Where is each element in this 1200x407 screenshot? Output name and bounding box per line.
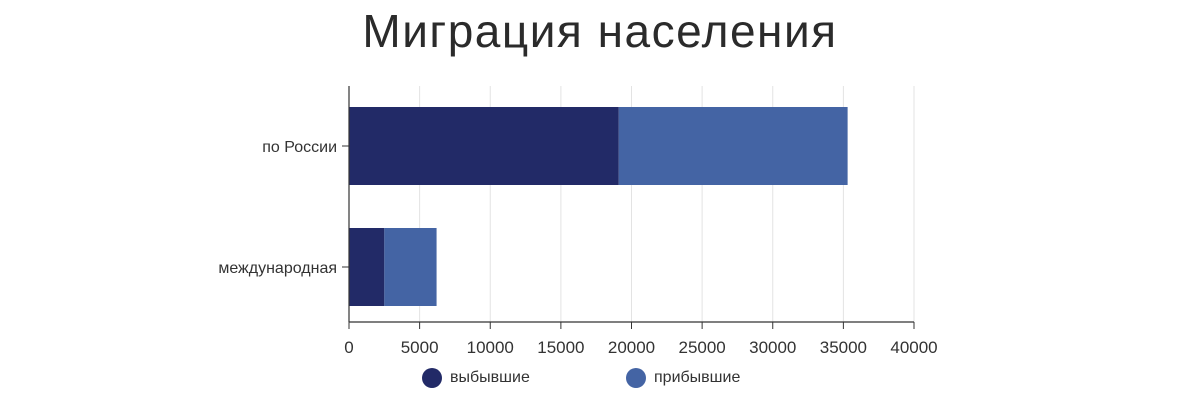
bar-departed [349,107,619,185]
x-tick-label: 35000 [820,338,867,357]
x-tick-label: 30000 [749,338,796,357]
x-tick-label: 15000 [537,338,584,357]
x-tick-label: 10000 [467,338,514,357]
x-tick-label: 0 [344,338,353,357]
legend-swatch-arrived [626,368,646,388]
x-tick-label: 40000 [890,338,937,357]
legend-swatch-departed [422,368,442,388]
axis-labels: 0 5000 10000 15000 20000 25000 30000 35000 40000… [218,139,937,357]
legend-label-arrived: прибывшие [654,369,741,386]
category-label: по России [262,139,337,156]
legend-item-departed: выбывшие [422,368,530,388]
x-tick-label: 5000 [401,338,439,357]
legend-label-departed: выбывшие [450,369,530,386]
bar-arrived [384,228,437,306]
bar-arrived [618,107,848,185]
legend-item-arrived: прибывшие [626,368,740,388]
axes [342,86,915,329]
bars [349,107,848,306]
legend: выбывшие прибывшие [0,368,1200,392]
bar-departed [349,228,385,306]
category-label: международная [218,260,337,277]
x-tick-label: 25000 [678,338,725,357]
x-tick-label: 20000 [608,338,655,357]
chart-title: Миграция населения [362,5,838,57]
